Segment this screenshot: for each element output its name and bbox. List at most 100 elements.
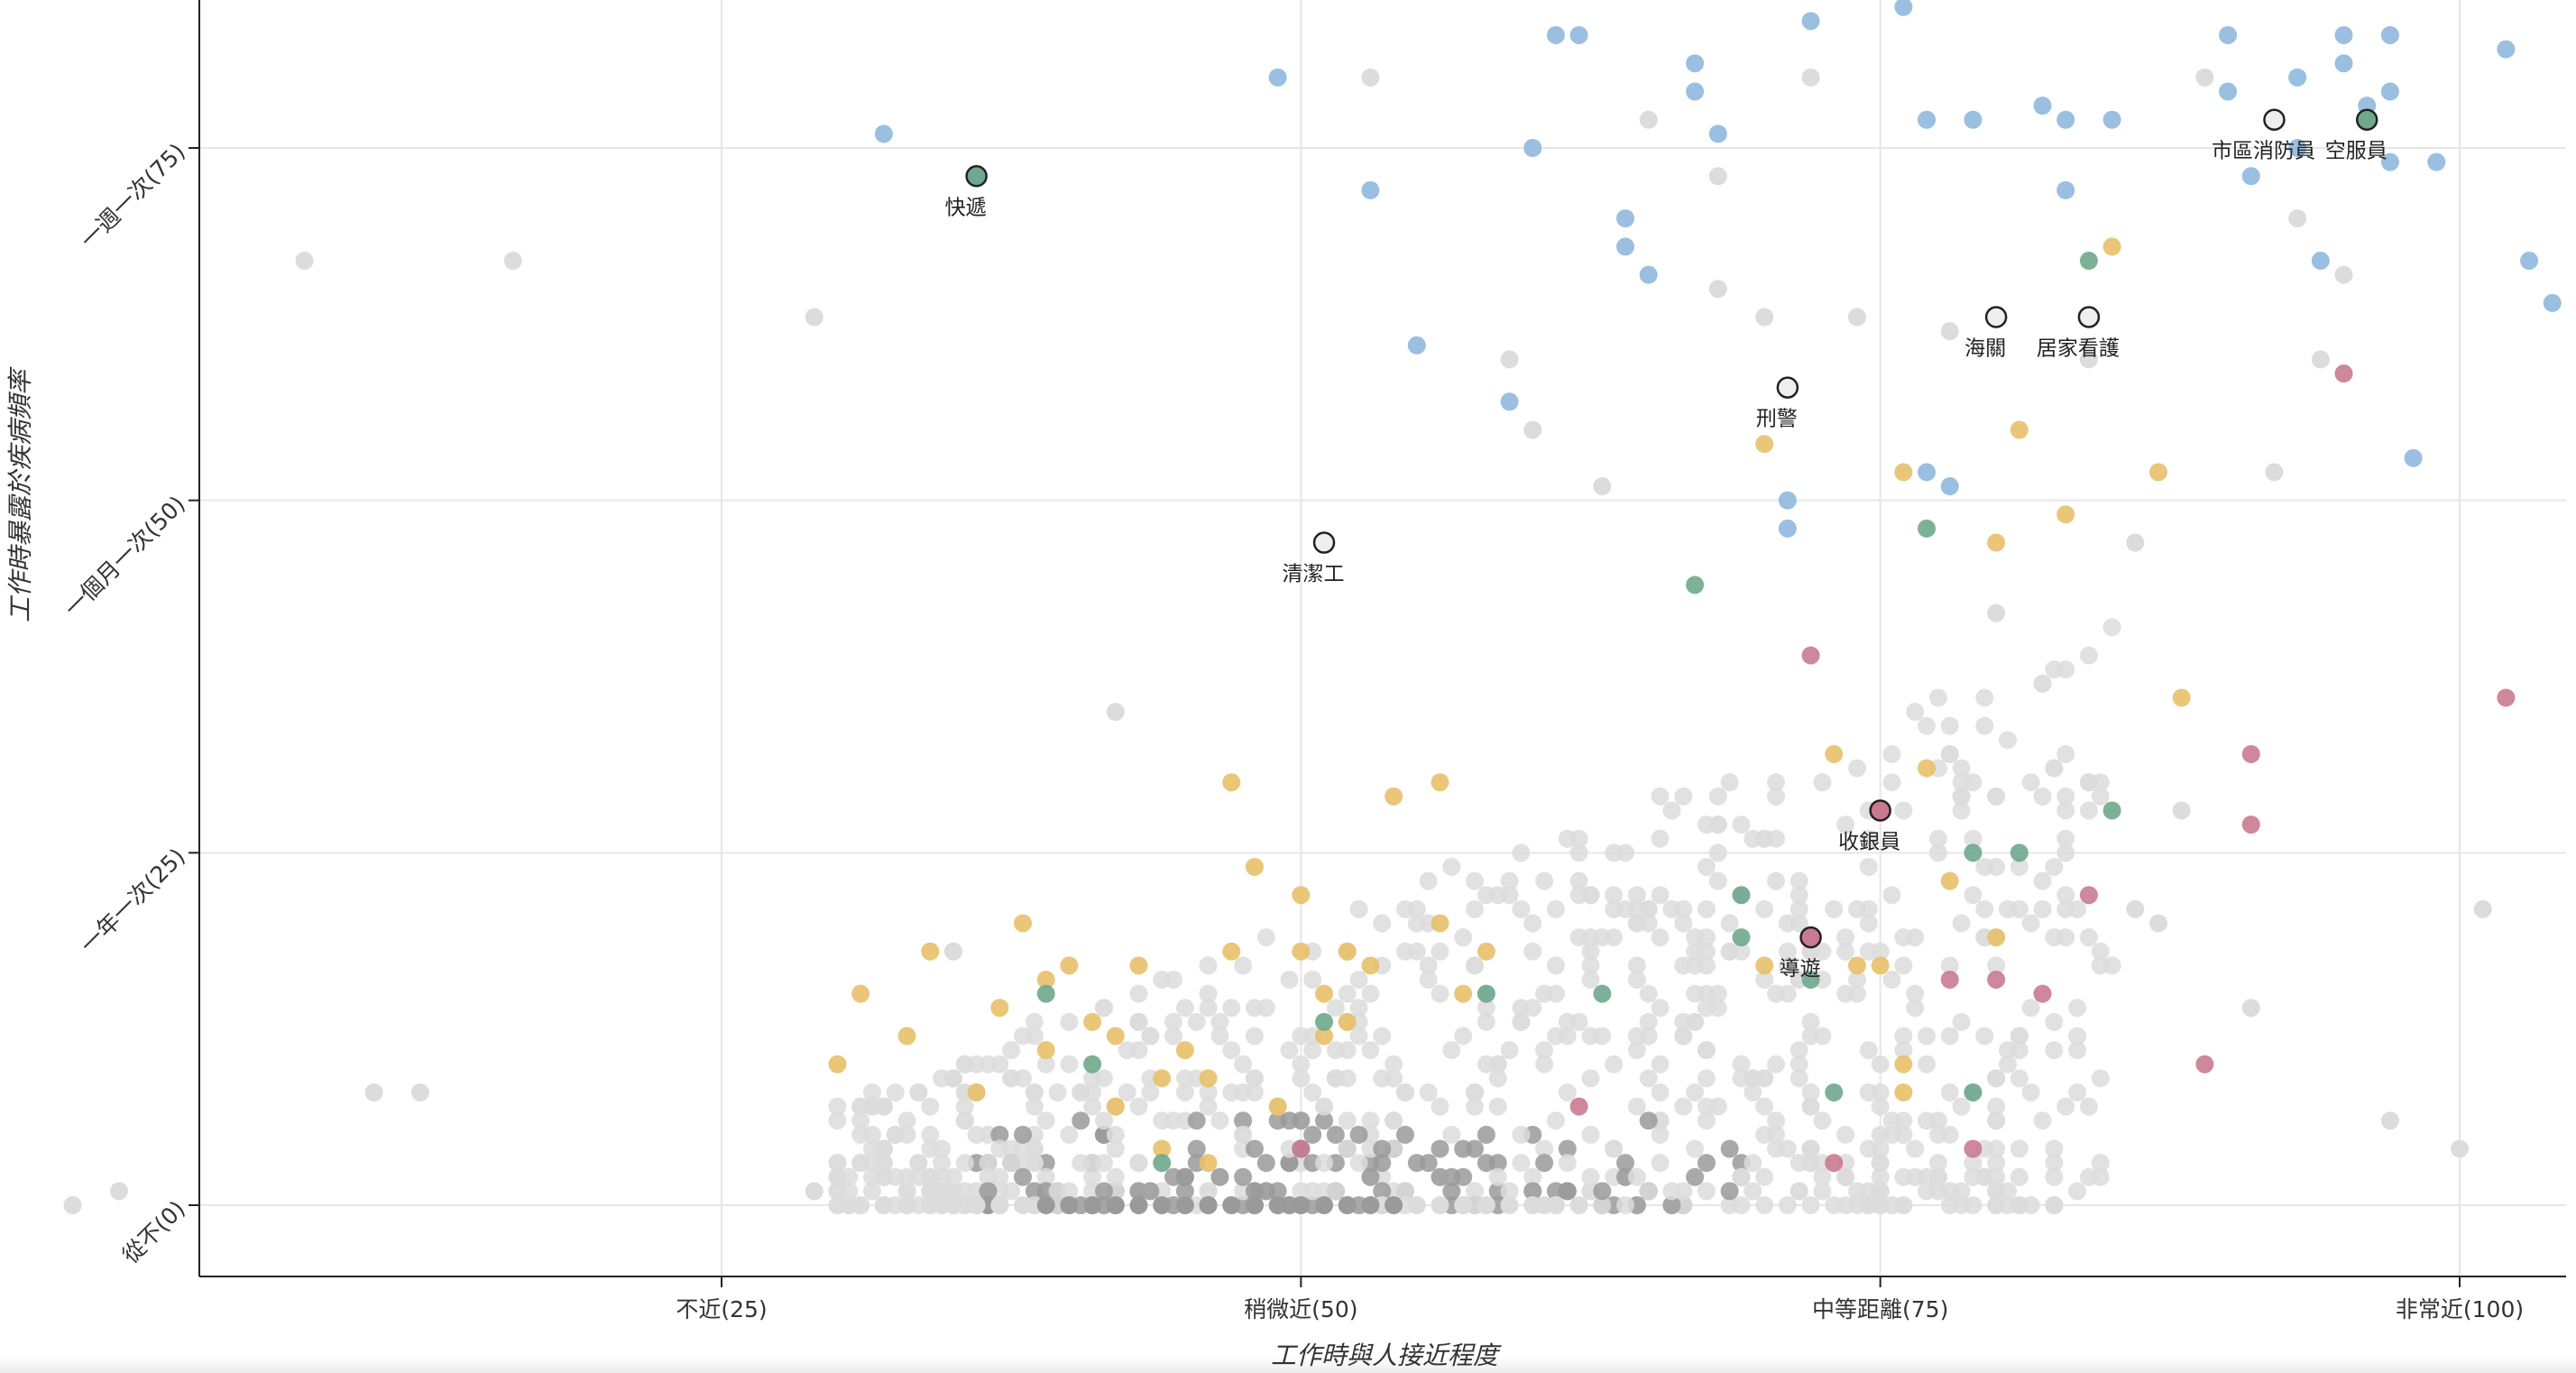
data-point xyxy=(990,1139,1009,1158)
data-point xyxy=(1036,1196,1055,1214)
data-point xyxy=(851,1154,870,1173)
y-tick-label: 從不(0) xyxy=(117,1195,190,1268)
highlighted-point[interactable] xyxy=(1776,376,1799,399)
data-point xyxy=(1651,1154,1670,1173)
data-point xyxy=(2126,899,2145,918)
highlighted-point[interactable] xyxy=(1869,799,1891,822)
data-point-green xyxy=(1036,984,1055,1003)
data-point-blue xyxy=(2380,25,2399,44)
data-point xyxy=(1975,857,1994,876)
highlighted-point[interactable] xyxy=(1984,306,2008,328)
data-point xyxy=(979,1055,998,1074)
data-point xyxy=(1998,731,2017,750)
data-point xyxy=(1686,1083,1705,1101)
data-point-blue xyxy=(2334,25,2353,44)
data-point xyxy=(1523,1196,1542,1214)
data-point xyxy=(1871,1167,1890,1186)
highlighted-point[interactable] xyxy=(2355,108,2378,131)
data-point xyxy=(1210,1027,1229,1046)
data-point xyxy=(1789,1055,1808,1074)
data-point-yellow xyxy=(2172,688,2191,707)
highlighted-point[interactable] xyxy=(965,165,988,188)
highlighted-point[interactable] xyxy=(2263,108,2286,131)
data-point xyxy=(1326,1182,1345,1201)
data-point xyxy=(1605,1139,1624,1158)
data-point xyxy=(1975,688,1994,707)
data-point-blue xyxy=(2033,97,2052,115)
data-point-yellow xyxy=(1431,914,1449,933)
data-point xyxy=(1558,829,1577,848)
data-point xyxy=(1373,1154,1392,1173)
data-point xyxy=(1813,1027,1832,1046)
data-point xyxy=(1952,1182,1971,1201)
data-point-green xyxy=(1593,984,1612,1003)
data-point xyxy=(1928,1154,1947,1173)
data-point xyxy=(1697,1111,1716,1130)
data-point xyxy=(1164,1027,1183,1046)
data-point xyxy=(1651,886,1670,905)
data-point xyxy=(1836,816,1855,834)
data-point xyxy=(1952,801,1971,820)
data-point xyxy=(1187,1111,1206,1130)
data-point xyxy=(2056,660,2075,679)
data-point xyxy=(1338,1111,1357,1130)
data-point xyxy=(955,1182,974,1201)
data-point xyxy=(1292,1055,1311,1074)
highlighted-point[interactable] xyxy=(1799,926,1822,949)
data-point-yellow xyxy=(1431,773,1449,792)
data-point-green xyxy=(2010,843,2029,862)
data-point-yellow xyxy=(2102,237,2121,256)
data-point xyxy=(863,1182,882,1201)
data-point xyxy=(1627,970,1646,989)
data-point xyxy=(1940,1083,1959,1101)
data-point-pink xyxy=(1569,1097,1588,1116)
data-point xyxy=(1836,1167,1855,1186)
data-point-blue xyxy=(874,124,893,143)
data-point xyxy=(897,1111,916,1130)
data-point xyxy=(1025,1083,1044,1101)
data-point xyxy=(1987,787,2006,806)
highlighted-point[interactable] xyxy=(2077,306,2101,328)
data-point xyxy=(1129,1041,1148,1060)
data-point xyxy=(1940,1027,1959,1046)
data-point xyxy=(1523,942,1542,961)
data-point xyxy=(2045,1154,2064,1173)
data-point xyxy=(1083,1167,1102,1186)
highlighted-point[interactable] xyxy=(1312,531,1336,554)
data-point xyxy=(1153,1196,1172,1214)
data-point-yellow xyxy=(1940,871,1959,890)
data-point xyxy=(1662,1182,1681,1201)
data-point xyxy=(1326,1041,1345,1060)
data-point xyxy=(874,1139,893,1158)
data-point-blue xyxy=(1523,139,1542,157)
data-point xyxy=(1025,1097,1044,1116)
data-point xyxy=(1789,871,1808,890)
data-point xyxy=(1106,1139,1125,1158)
data-point xyxy=(1581,928,1600,947)
data-point xyxy=(1952,1012,1971,1031)
data-point xyxy=(1882,1125,1901,1144)
data-point xyxy=(1523,1167,1542,1186)
data-point xyxy=(1094,999,1113,1018)
data-point xyxy=(2079,928,2098,947)
data-point xyxy=(1918,716,1937,735)
data-point xyxy=(1292,1182,1311,1201)
data-point-yellow xyxy=(1871,956,1890,975)
data-point xyxy=(1964,1196,1983,1214)
data-point xyxy=(1222,1196,1241,1214)
data-point xyxy=(1407,914,1426,933)
data-point-blue xyxy=(1500,392,1519,411)
data-point-blue xyxy=(1569,25,1588,44)
data-point xyxy=(1175,999,1194,1018)
data-point-blue xyxy=(1964,110,1983,129)
data-point-yellow xyxy=(1153,1069,1172,1088)
data-point xyxy=(1651,999,1670,1018)
data-point-green xyxy=(1825,1083,1844,1101)
data-point xyxy=(828,1111,847,1130)
data-point-pink xyxy=(2195,1055,2214,1074)
data-point-blue xyxy=(1361,180,1380,199)
data-point xyxy=(1395,1083,1414,1101)
data-point xyxy=(967,1196,986,1214)
data-point xyxy=(2148,914,2167,933)
data-point xyxy=(1767,1055,1786,1074)
